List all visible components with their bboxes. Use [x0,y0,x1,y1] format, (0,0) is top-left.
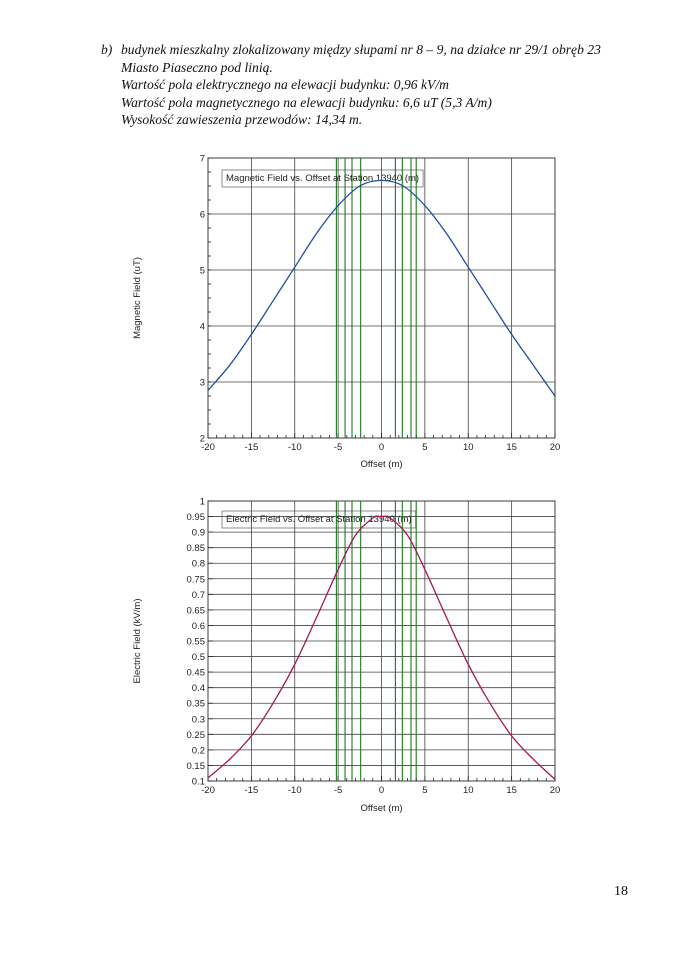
y-tick-label: 0.95 [187,512,206,523]
x-tick-label: -15 [245,785,259,796]
y-tick-label: 0.45 [187,668,206,679]
y-tick-label: 5 [200,266,205,277]
x-tick-label: 0 [379,785,384,796]
x-tick-label: 15 [506,442,517,453]
series-line [207,515,556,780]
y-tick-label: 0.75 [187,574,206,585]
y-tick-label: 0.5 [192,652,205,663]
x-tick-label: -5 [334,785,342,796]
x-tick-label: 10 [463,785,474,796]
x-tick-label: -5 [334,442,342,453]
text-line-5: Wysokość zawieszenia przewodów: 14,34 m. [121,112,363,128]
x-tick-label: -20 [201,785,215,796]
x-tick-label: 15 [506,785,517,796]
chart-title: Magnetic Field vs. Offset at Station 139… [226,173,419,184]
series-line [207,179,556,397]
text-line-3: Wartość pola elektrycznego na elewacji b… [121,77,449,93]
x-tick-label: 10 [463,442,474,453]
y-tick-label: 0.65 [187,605,206,616]
text-line-1: budynek mieszkalny zlokalizowany między … [121,42,601,57]
chart-title-box [221,510,416,529]
y-tick-label: 0.2 [192,745,205,756]
x-tick-label: 5 [422,442,427,453]
x-tick-label: 5 [422,785,427,796]
chart-title: Electric Field vs. Offset at Station 139… [226,514,412,525]
y-tick-label: 0.9 [192,528,205,539]
y-tick-label: 6 [200,210,205,221]
y-tick-label: 0.15 [187,761,206,772]
x-tick-label: -10 [288,442,302,453]
magnetic-field-chart: Magnetic Field vs. Offset at Station 139… [132,154,560,471]
y-axis-label: Electric Field (kV/m) [132,599,143,684]
y-tick-label: 2 [200,434,205,445]
y-tick-label: 0.6 [192,621,205,632]
x-tick-label: -10 [288,785,302,796]
chart-title-box [221,169,424,188]
electric-field-chart: Electric Field vs. Offset at Station 139… [132,497,560,815]
item-marker: b) [101,42,113,57]
x-tick-label: -20 [201,442,215,453]
y-tick-label: 3 [200,378,205,389]
y-tick-label: 4 [200,322,205,333]
page-number: 18 [614,884,628,899]
x-axis-label: Offset (m) [360,803,402,814]
y-tick-label: 0.35 [187,699,206,710]
y-tick-label: 0.3 [192,714,205,725]
y-tick-label: 7 [200,154,205,165]
y-axis-label: Magnetic Field (uT) [132,257,143,339]
x-tick-label: 0 [379,442,384,453]
x-tick-label: 20 [550,785,561,796]
x-tick-label: -15 [245,442,259,453]
document-text: b) budynek mieszkalny zlokalizowany międ… [101,41,661,129]
y-tick-label: 0.7 [192,590,205,601]
y-tick-label: 0.85 [187,543,206,554]
text-line-2: Miasto Piaseczno pod linią. [121,59,273,75]
x-axis-label: Offset (m) [360,459,402,470]
y-tick-label: 0.4 [192,683,205,694]
x-tick-label: 20 [550,442,561,453]
y-tick-label: 0.25 [187,730,206,741]
text-line-4: Wartość pola magnetycznego na elewacji b… [121,94,492,110]
y-tick-label: 0.55 [187,637,206,648]
y-tick-label: 0.1 [192,777,205,788]
y-tick-label: 0.8 [192,559,205,570]
y-tick-label: 1 [200,497,205,508]
